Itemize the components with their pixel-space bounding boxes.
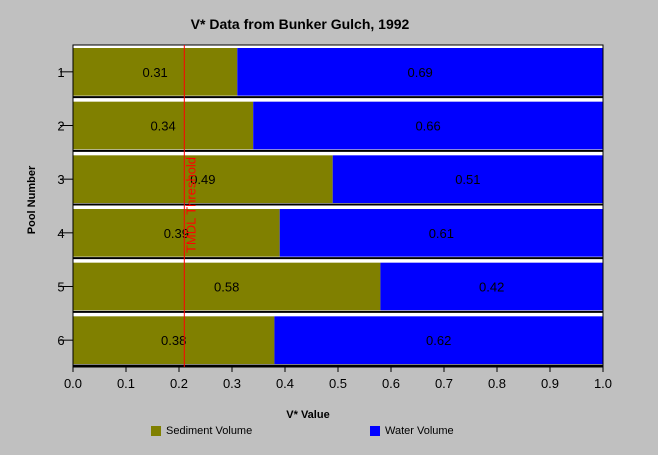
x-tick-label-0.1: 0.1 xyxy=(117,376,135,391)
bar-water-3 xyxy=(332,155,603,203)
bar-sediment-6 xyxy=(73,316,275,364)
x-tick-label-0.9: 0.9 xyxy=(541,376,559,391)
y-axis-label: Pool Number xyxy=(26,165,38,234)
data-label-water-5: 0.42 xyxy=(479,280,504,295)
bars-group: 0.31 0.69 0.34 0.66 0.49 0.51 0.39 0.61 0.58 0.42… xyxy=(72,44,604,368)
x-tick-label-0.2: 0.2 xyxy=(170,376,188,391)
legend-label-sediment: Sediment Volume xyxy=(166,425,253,437)
bar-sediment-2 xyxy=(73,101,254,150)
category-label-4: 4 xyxy=(57,226,64,241)
threshold-label: TMDL Threshold xyxy=(183,157,198,253)
legend-swatch-sediment xyxy=(151,426,161,436)
category-labels: 1 2 3 4 5 6 xyxy=(57,65,73,348)
legend-item-sediment: Sediment Volume xyxy=(151,425,252,437)
bar-water-5 xyxy=(380,262,603,311)
bar-sediment-1 xyxy=(73,48,238,96)
data-label-sediment-6: 0.38 xyxy=(161,333,186,348)
legend-item-water: Water Volume xyxy=(370,425,454,437)
legend-label-water: Water Volume xyxy=(385,425,454,437)
x-tick-label-0.7: 0.7 xyxy=(435,376,453,391)
x-tick-label-0.8: 0.8 xyxy=(488,376,506,391)
data-label-sediment-3: 0.49 xyxy=(190,172,215,187)
data-label-sediment-4: 0.39 xyxy=(164,226,189,241)
x-tick-label-1.0: 1.0 xyxy=(594,376,612,391)
threshold-group: TMDL Threshold xyxy=(183,45,198,367)
bar-sediment-4 xyxy=(73,209,280,257)
bar-water-6 xyxy=(274,316,603,364)
x-tick-label-0.3: 0.3 xyxy=(223,376,241,391)
bar-water-4 xyxy=(279,209,603,257)
data-label-water-4: 0.61 xyxy=(429,226,454,241)
data-label-sediment-1: 0.31 xyxy=(142,65,167,80)
bar-water-2 xyxy=(253,101,603,150)
category-label-6: 6 xyxy=(57,333,64,348)
category-label-2: 2 xyxy=(57,119,64,134)
plot-area xyxy=(73,45,603,367)
x-tick-label-0.0: 0.0 xyxy=(64,376,82,391)
data-label-sediment-5: 0.58 xyxy=(214,280,239,295)
legend-swatch-water xyxy=(370,426,380,436)
x-axis-label: V* Value xyxy=(286,409,329,421)
bar-sediment-3 xyxy=(73,155,333,203)
category-label-5: 5 xyxy=(57,280,64,295)
data-label-water-6: 0.62 xyxy=(426,333,451,348)
chart-title: V* Data from Bunker Gulch, 1992 xyxy=(191,16,410,32)
bar-water-1 xyxy=(237,48,604,96)
x-tick-label-0.5: 0.5 xyxy=(329,376,347,391)
data-label-sediment-2: 0.34 xyxy=(150,119,175,134)
data-label-water-1: 0.69 xyxy=(407,65,432,80)
data-label-water-2: 0.66 xyxy=(415,119,440,134)
x-tick-label-0.6: 0.6 xyxy=(382,376,400,391)
x-axis: 0.0 0.1 0.2 0.3 0.4 0.5 0.6 0.7 0.8 0.9 1.0 xyxy=(64,366,612,391)
category-label-3: 3 xyxy=(57,172,64,187)
bar-sediment-5 xyxy=(73,262,381,311)
data-label-water-3: 0.51 xyxy=(455,172,480,187)
category-label-1: 1 xyxy=(57,65,64,80)
x-tick-label-0.4: 0.4 xyxy=(276,376,294,391)
